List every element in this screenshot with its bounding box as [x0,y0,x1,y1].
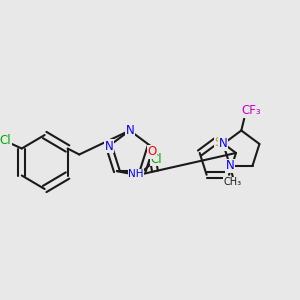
Text: Cl: Cl [150,153,162,166]
Text: CH₃: CH₃ [224,177,242,187]
Text: Cl: Cl [0,134,11,147]
Text: CF₃: CF₃ [242,104,261,118]
Text: N: N [104,140,113,152]
Text: NH: NH [128,169,144,179]
Text: O: O [147,145,157,158]
Text: S: S [214,136,221,149]
Text: N: N [226,159,235,172]
Text: N: N [125,124,134,137]
Text: N: N [219,137,227,151]
